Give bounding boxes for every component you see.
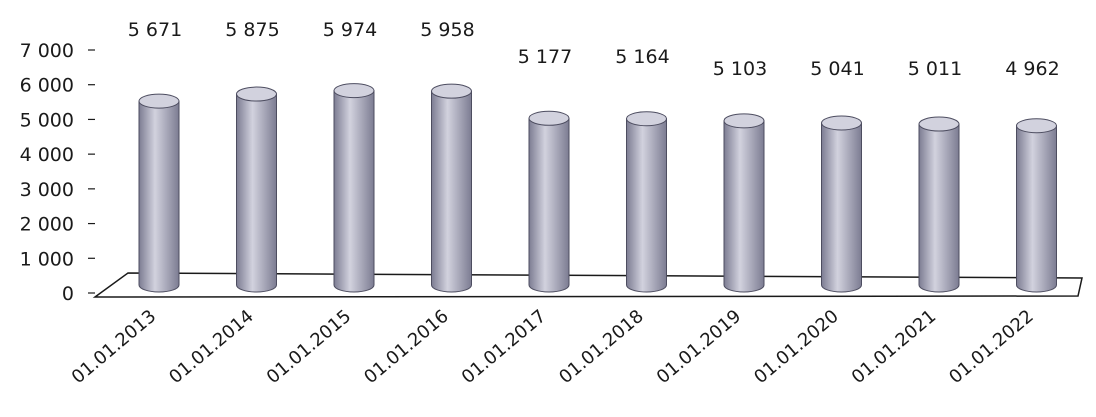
bar[interactable]: [918, 116, 960, 293]
bar-body: [236, 93, 277, 293]
y-tick-label: 0: [62, 283, 74, 305]
bar-body: [918, 123, 960, 293]
x-tick-label: 01.01.2022: [945, 306, 1037, 388]
x-tick-label: 01.01.2021: [848, 306, 940, 388]
chart-floor: [92, 272, 1083, 298]
bar-top: [333, 83, 375, 99]
x-tick-label: 01.01.2016: [360, 306, 452, 388]
x-tick-label: 01.01.2015: [263, 306, 355, 388]
bar-body: [1016, 125, 1057, 293]
x-tick-label: 01.01.2018: [555, 306, 647, 388]
bar-body: [138, 100, 180, 293]
data-label: 5 011: [908, 58, 962, 80]
y-tick-label: 5 000: [20, 109, 74, 131]
y-tick-label: 7 000: [20, 40, 74, 62]
data-label: 5 177: [518, 46, 572, 68]
data-label: 5 974: [323, 19, 377, 41]
y-tick-label: 2 000: [20, 214, 74, 236]
x-tick-label: 01.01.2013: [68, 306, 160, 388]
bar-body: [431, 90, 472, 293]
bar-top: [1016, 118, 1057, 134]
bar-top: [528, 110, 570, 126]
y-tick-label: 3 000: [20, 179, 74, 201]
bar-top: [431, 83, 472, 99]
x-tick-label: 01.01.2014: [165, 306, 257, 388]
bar[interactable]: [528, 110, 570, 293]
bar-body: [626, 118, 667, 293]
bar-top: [626, 111, 667, 127]
bar-body: [528, 117, 570, 293]
bar-body: [821, 122, 862, 293]
bar-top: [821, 115, 862, 131]
bar-body: [723, 120, 765, 293]
bar-top: [723, 113, 765, 129]
data-label: 4 962: [1005, 58, 1059, 80]
data-label: 5 875: [225, 19, 279, 41]
x-tick-label: 01.01.2020: [750, 306, 842, 388]
bar[interactable]: [236, 86, 277, 293]
bar[interactable]: [1016, 118, 1057, 293]
bar[interactable]: [723, 113, 765, 293]
data-label: 5 671: [128, 19, 182, 41]
x-tick-label: 01.01.2017: [458, 306, 550, 388]
bar-top: [236, 86, 277, 102]
y-tick-label: 6 000: [20, 75, 74, 97]
bar[interactable]: [333, 83, 375, 293]
x-tick-label: 01.01.2019: [653, 306, 745, 388]
bar[interactable]: [821, 115, 862, 293]
bar-top: [138, 93, 180, 109]
data-label: 5 164: [615, 46, 669, 68]
bar[interactable]: [138, 93, 180, 293]
y-tick-label: 4 000: [20, 144, 74, 166]
data-label: 5 041: [810, 58, 864, 80]
data-label: 5 103: [713, 58, 767, 80]
bar-top: [918, 116, 960, 132]
bar-body: [333, 90, 375, 293]
bar[interactable]: [626, 111, 667, 293]
bar[interactable]: [431, 83, 472, 293]
y-tick-label: 1 000: [20, 248, 74, 270]
data-label: 5 958: [420, 19, 474, 41]
